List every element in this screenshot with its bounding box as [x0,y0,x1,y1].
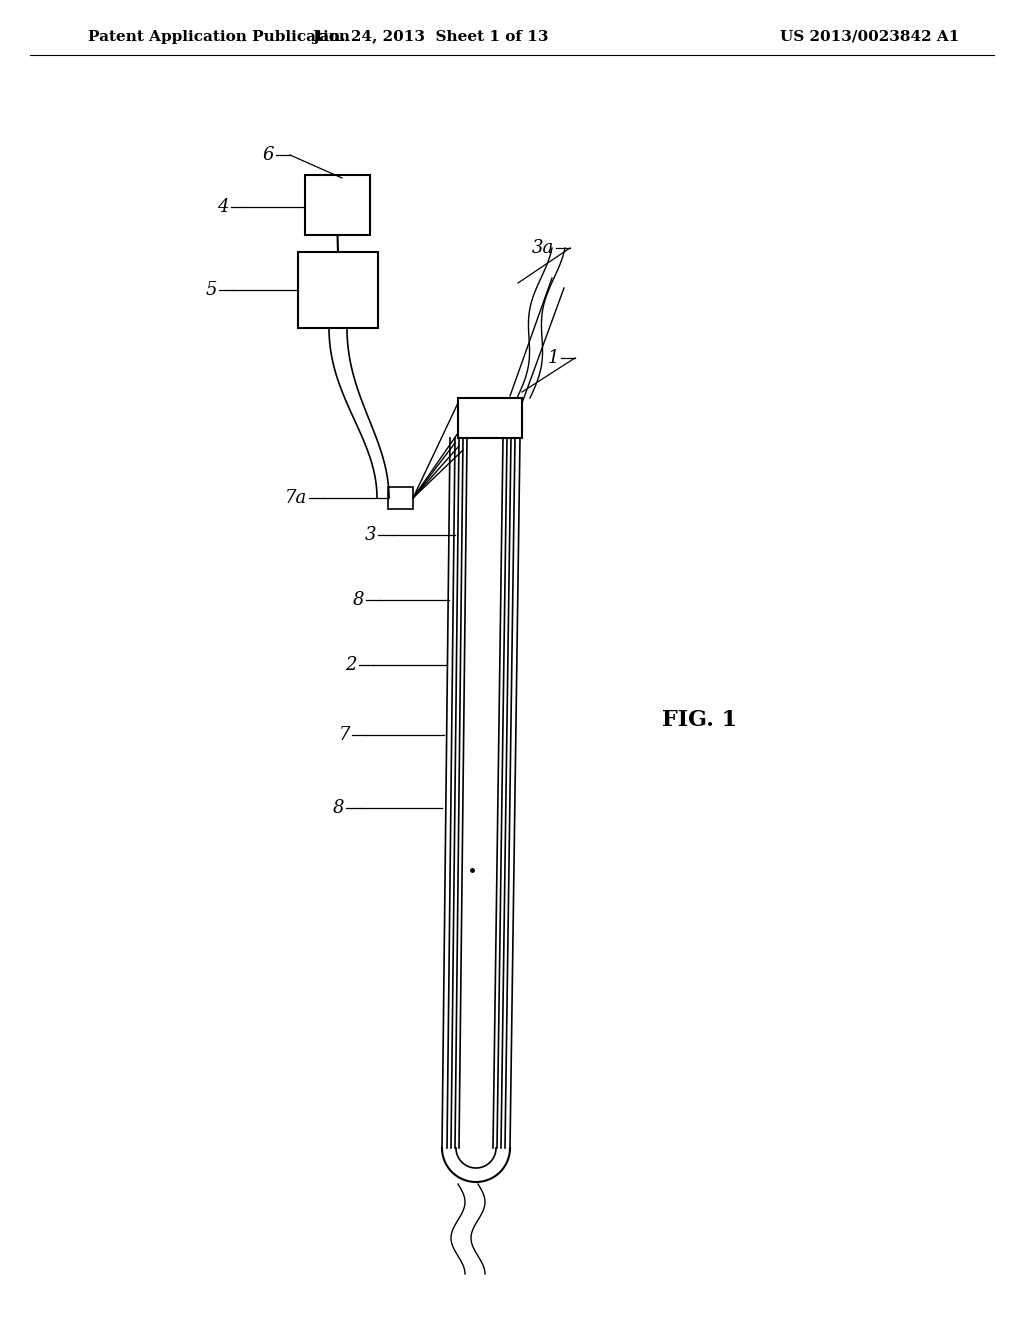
Text: 7a: 7a [285,488,307,507]
Text: US 2013/0023842 A1: US 2013/0023842 A1 [780,30,959,44]
Text: 3a: 3a [531,239,554,257]
Text: Patent Application Publication: Patent Application Publication [88,30,350,44]
Text: 7: 7 [339,726,350,744]
Text: 3: 3 [365,525,376,544]
Text: 8: 8 [333,799,344,817]
Text: 1: 1 [548,348,559,367]
Text: 8: 8 [352,591,364,609]
Text: 4: 4 [217,198,229,216]
Text: 2: 2 [345,656,357,675]
Text: Jan. 24, 2013  Sheet 1 of 13: Jan. 24, 2013 Sheet 1 of 13 [311,30,548,44]
Bar [305,176,370,235]
Text: 6: 6 [262,147,274,164]
Bar [298,252,378,327]
Text: 5: 5 [206,281,217,300]
Bar [388,487,413,510]
Text: FIG. 1: FIG. 1 [663,709,737,731]
